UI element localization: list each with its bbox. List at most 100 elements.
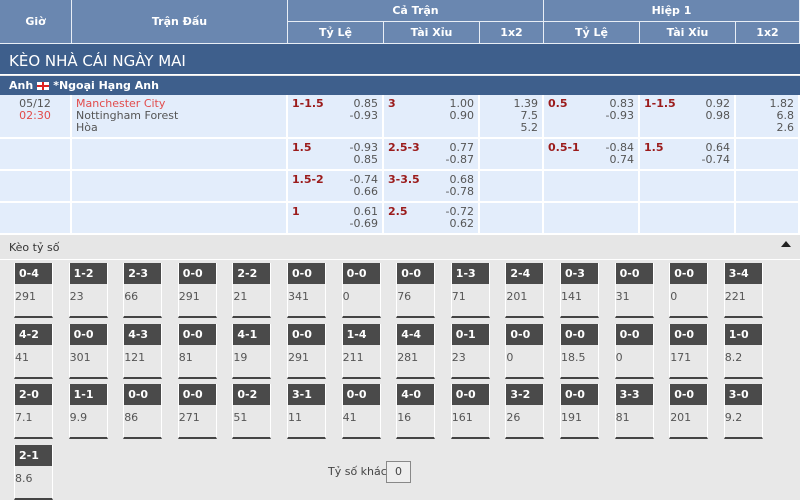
score-label: 2-2 [233, 263, 271, 284]
score-cell[interactable]: 0-0 161 [450, 384, 490, 439]
score-cell[interactable]: 0-0 291 [177, 263, 217, 318]
score-cell[interactable]: 2-0 7.1 [14, 384, 53, 439]
other-score-value[interactable]: 0 [386, 461, 411, 483]
score-cell[interactable]: 0-0 41 [341, 384, 381, 439]
score-cell[interactable]: 3-1 11 [287, 384, 326, 439]
score-cell[interactable]: 0-0 31 [614, 263, 654, 318]
score-odds: 81 [615, 411, 630, 424]
h1-over-under-odds: 0.64 [705, 141, 731, 154]
ft-handicap-cell[interactable]: 1 0.61 -0.69 [288, 203, 384, 235]
score-label: 4-4 [397, 324, 435, 345]
ft-over-under-line: 2.5-3 [388, 141, 420, 154]
score-cell[interactable]: 0-0 341 [287, 263, 326, 318]
score-cell[interactable]: 0-0 191 [560, 384, 599, 439]
score-odds: 301 [69, 351, 91, 364]
score-label: 3-3 [615, 384, 653, 405]
ft-handicap-cell[interactable]: 1.5 -0.93 0.85 [288, 139, 384, 171]
score-label: 4-3 [124, 324, 162, 345]
score-cell[interactable]: 0-0 171 [669, 324, 709, 379]
score-panel-title: Kèo tỷ số [9, 241, 60, 254]
score-label: 0-4 [15, 263, 52, 284]
score-cell[interactable]: 4-1 19 [232, 324, 272, 379]
score-cell[interactable]: 3-2 26 [505, 384, 545, 439]
h1-1x2-odds: 2.6 [776, 121, 795, 134]
score-cell[interactable]: 0-0 86 [123, 384, 163, 439]
score-cell[interactable]: 1-4 211 [341, 324, 381, 379]
score-cell[interactable]: 0-0 291 [287, 324, 326, 379]
score-cell[interactable]: 3-3 81 [614, 384, 654, 439]
h1-handicap-line: 0.5 [548, 97, 568, 110]
ft-handicap-odds: 0.61 [353, 205, 379, 218]
score-label: 1-4 [342, 324, 380, 345]
score-cell[interactable]: 4-3 121 [123, 324, 163, 379]
score-odds: 201 [670, 411, 692, 424]
h1-over-under-cell[interactable]: 1.5 0.64 -0.74 [640, 139, 736, 171]
score-odds: 201 [506, 290, 528, 303]
header-h1-ty-le: Tỷ Lệ [544, 22, 640, 44]
league-country: Anh [9, 79, 34, 92]
score-label: 1-1 [69, 384, 107, 405]
score-cell[interactable]: 0-4 291 [14, 263, 53, 318]
score-cell[interactable]: 0-2 51 [232, 384, 272, 439]
ft-over-under-odds: 0.62 [449, 217, 475, 230]
score-cell[interactable]: 3-4 221 [723, 263, 763, 318]
header-h1-1x2: 1x2 [736, 22, 800, 44]
score-cell[interactable]: 0-0 301 [68, 324, 108, 379]
score-cell[interactable]: 0-0 76 [396, 263, 436, 318]
h1-over-under-cell [640, 203, 736, 235]
score-cell[interactable]: 0-0 271 [177, 384, 217, 439]
score-label: 0-0 [670, 263, 708, 284]
score-cell[interactable]: 0-0 18.5 [560, 324, 599, 379]
score-cell[interactable]: 0-3 141 [560, 263, 599, 318]
score-odds: 26 [506, 411, 521, 424]
score-cell[interactable]: 1-2 23 [68, 263, 108, 318]
league-row[interactable]: Anh *Ngoại Hạng Anh [0, 76, 800, 95]
score-cell[interactable]: 0-0 81 [177, 324, 217, 379]
score-cell[interactable]: 2-4 201 [505, 263, 545, 318]
home-team[interactable]: Manchester City [76, 97, 166, 110]
score-cell[interactable]: 1-0 8.2 [723, 324, 763, 379]
ft-over-under-cell[interactable]: 2.5 -0.72 0.62 [384, 203, 480, 235]
score-cell[interactable]: 4-2 41 [14, 324, 53, 379]
ft-over-under-cell[interactable]: 3-3.5 0.68 -0.78 [384, 171, 480, 203]
score-cell[interactable]: 3-0 9.2 [723, 384, 763, 439]
score-cell[interactable]: 0-0 0 [505, 324, 545, 379]
score-cell[interactable]: 0-0 0 [341, 263, 381, 318]
score-cell[interactable]: 0-0 201 [669, 384, 709, 439]
score-label: 0-1 [451, 324, 489, 345]
away-team[interactable]: Nottingham Forest [76, 109, 179, 122]
header-ft-ty-le: Tỷ Lệ [288, 22, 384, 44]
ft-1x2-cell[interactable]: 1.39 7.5 5.2 [480, 95, 544, 139]
ft-over-under-odds: -0.72 [445, 205, 474, 218]
score-cell[interactable]: 0-1 23 [450, 324, 490, 379]
score-cell[interactable]: 0-0 0 [669, 263, 709, 318]
score-cell[interactable]: 2-2 21 [232, 263, 272, 318]
h1-over-under-cell[interactable]: 1-1.5 0.92 0.98 [640, 95, 736, 139]
score-panel-header[interactable]: Kèo tỷ số [0, 235, 800, 260]
ft-handicap-cell[interactable]: 1-1.5 0.85 -0.93 [288, 95, 384, 139]
score-cell[interactable]: 2-3 66 [123, 263, 163, 318]
collapse-arrow-icon[interactable] [781, 241, 791, 247]
score-cell[interactable]: 1-3 71 [450, 263, 490, 318]
score-cell[interactable]: 1-1 9.9 [68, 384, 108, 439]
match-time: 02:30 [19, 109, 51, 122]
match-cell [72, 139, 288, 171]
score-odds: 211 [342, 351, 364, 364]
score-label: 1-2 [69, 263, 107, 284]
score-cell[interactable]: 4-0 16 [396, 384, 436, 439]
score-cell[interactable]: 0-0 0 [614, 324, 654, 379]
score-label: 0-0 [615, 263, 653, 284]
header-ft-tai-xiu: Tài Xỉu [384, 22, 480, 44]
h1-handicap-cell[interactable]: 0.5-1 -0.84 0.74 [544, 139, 640, 171]
score-odds: 0 [506, 351, 514, 364]
h1-1x2-cell[interactable]: 1.82 6.8 2.6 [736, 95, 800, 139]
h1-handicap-cell[interactable]: 0.5 0.83 -0.93 [544, 95, 640, 139]
score-cell[interactable]: 4-4 281 [396, 324, 436, 379]
score-cell[interactable]: 2-1 8.6 [14, 445, 53, 500]
ft-1x2-odds: 5.2 [520, 121, 539, 134]
score-odds: 9.2 [724, 411, 743, 424]
ft-over-under-cell[interactable]: 2.5-3 0.77 -0.87 [384, 139, 480, 171]
ft-over-under-cell[interactable]: 3 1.00 0.90 [384, 95, 480, 139]
ft-handicap-cell[interactable]: 1.5-2 -0.74 0.66 [288, 171, 384, 203]
score-label: 3-4 [724, 263, 762, 284]
